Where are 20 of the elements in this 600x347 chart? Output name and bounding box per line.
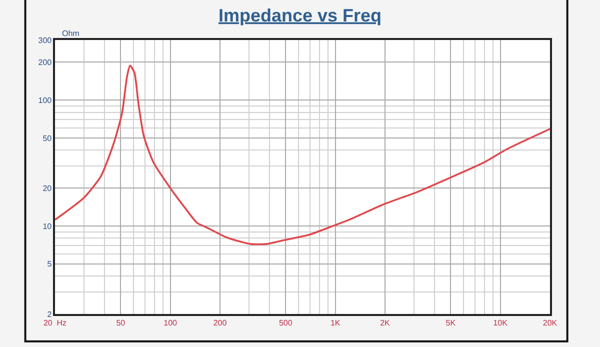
- x-tick-label: 5K: [446, 318, 456, 328]
- y-tick-label: 100: [38, 96, 52, 105]
- y-tick-label: 300: [38, 36, 52, 45]
- chart-title: Impedance vs Freq: [218, 5, 382, 26]
- y-tick-label: 5: [47, 260, 52, 269]
- y-tick-label: 50: [42, 134, 52, 143]
- x-tick-label: 200: [213, 318, 228, 328]
- y-tick-label: 20: [42, 184, 52, 193]
- x-tick-label: 2K: [380, 318, 391, 328]
- x-tick-label: 50: [116, 318, 126, 328]
- x-tick-label: 500: [278, 318, 293, 328]
- x-tick-label: 20 Hz: [43, 318, 67, 328]
- x-tick-label: 1K: [330, 318, 341, 328]
- y-axis-title: Ohm: [62, 29, 80, 38]
- x-tick-label: 10K: [493, 318, 508, 328]
- y-tick-label: 200: [38, 58, 52, 67]
- x-tick-label: 100: [164, 318, 178, 328]
- x-tick-label: 20K: [542, 318, 558, 328]
- y-tick-label: 2: [47, 310, 52, 319]
- y-tick-label: 10: [42, 222, 52, 231]
